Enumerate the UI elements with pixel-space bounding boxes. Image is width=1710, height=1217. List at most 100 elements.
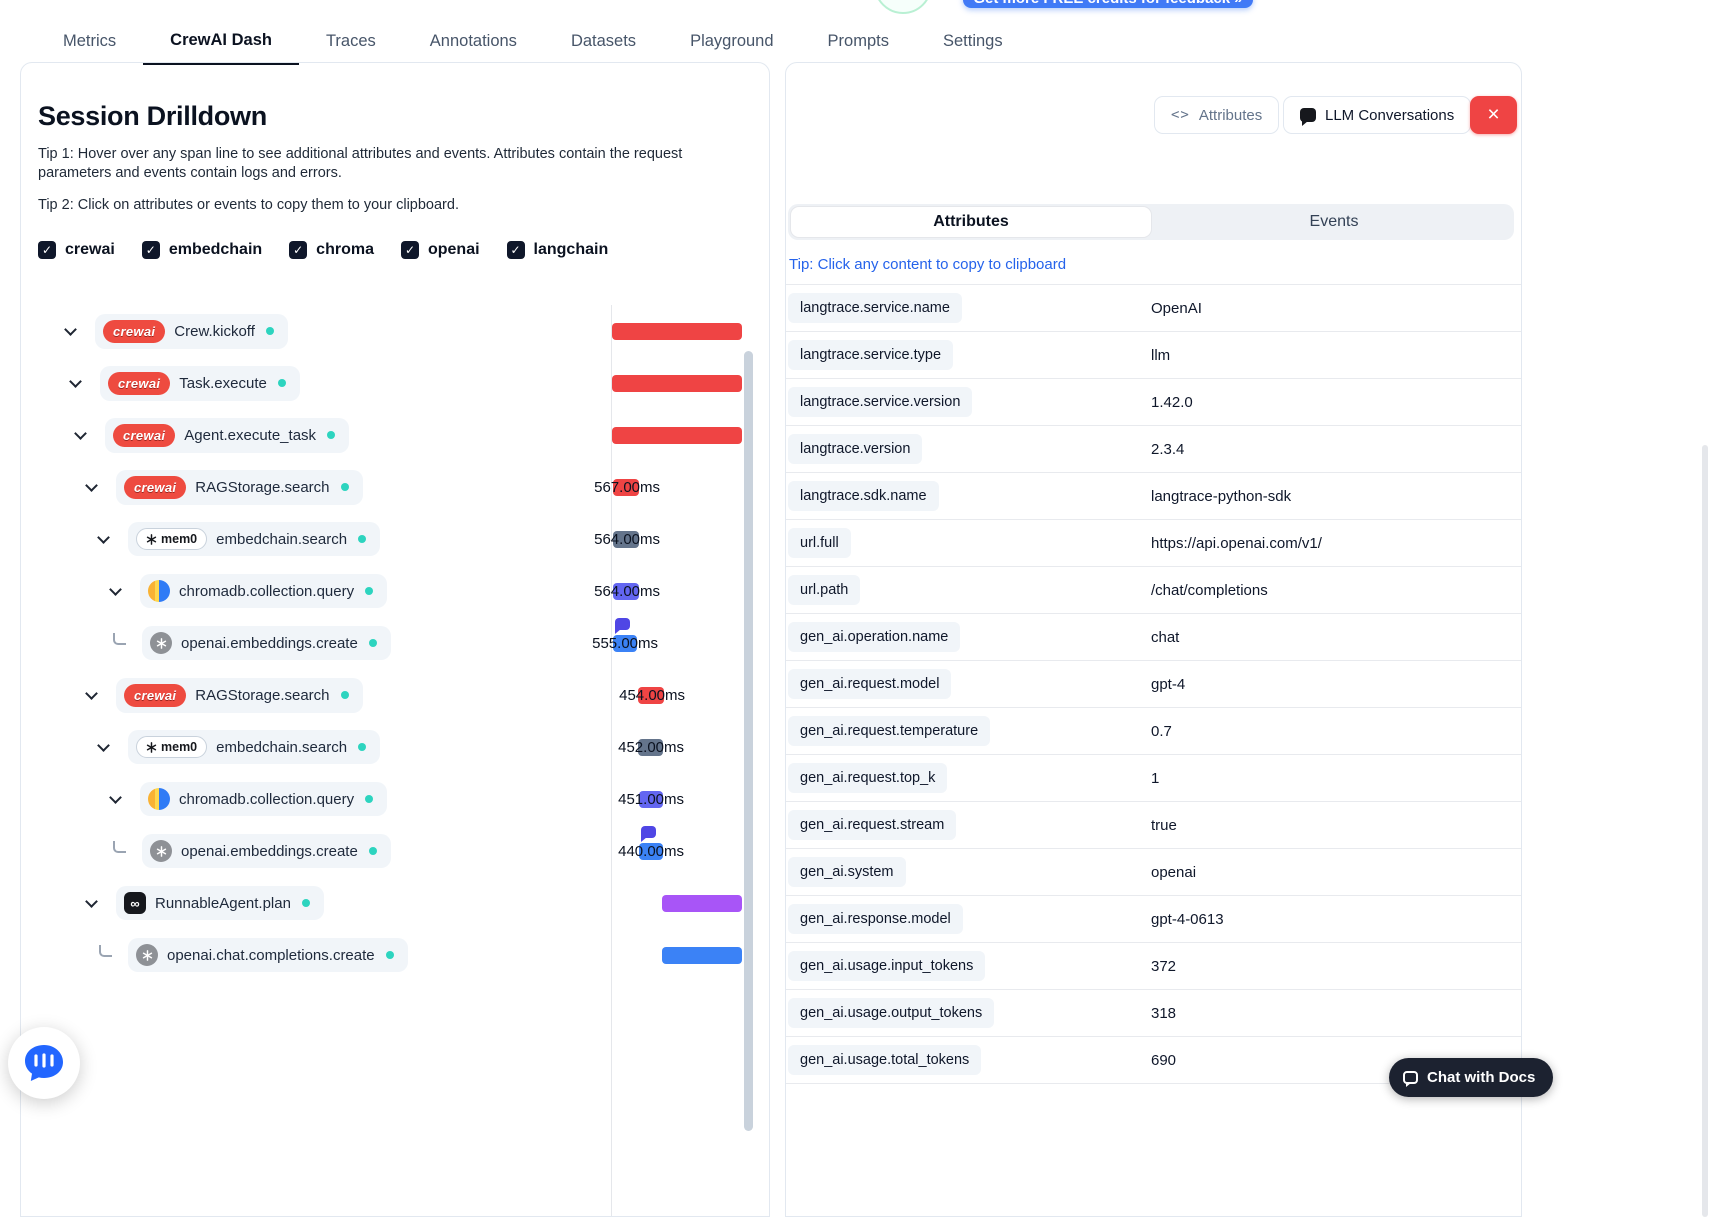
attribute-key[interactable]: langtrace.service.version (788, 387, 973, 417)
checkbox-checked-icon[interactable]: ✓ (289, 240, 308, 259)
attribute-key[interactable]: url.path (788, 575, 861, 605)
filter-langchain[interactable]: ✓ langchain (506, 240, 608, 259)
attribute-value[interactable]: 372 (1151, 957, 1177, 975)
attribute-value[interactable]: gpt-4 (1151, 675, 1186, 693)
asterisk-glyph (146, 741, 157, 753)
timeline-bar[interactable] (613, 478, 639, 496)
attribute-key[interactable]: gen_ai.response.model (788, 904, 963, 934)
attribute-key[interactable]: langtrace.service.name (788, 293, 962, 323)
timeline-bar[interactable] (639, 842, 663, 860)
tab-events[interactable]: Events (1309, 213, 1359, 230)
tab-metrics[interactable]: Metrics (36, 31, 143, 65)
attribute-value[interactable]: 1.42.0 (1151, 393, 1193, 411)
chevron-down-icon[interactable] (85, 686, 98, 700)
tab-attributes[interactable]: Attributes (790, 206, 1152, 238)
span-chip[interactable]: crewai RAGStorage.search (116, 677, 363, 713)
timeline-bar[interactable] (662, 894, 742, 912)
chat-with-docs-button[interactable]: Chat with Docs (1389, 1058, 1554, 1097)
attribute-value[interactable]: langtrace-python-sdk (1151, 487, 1292, 505)
filter-crewai[interactable]: ✓ crewai (38, 240, 115, 259)
chevron-down-icon[interactable] (69, 374, 82, 388)
tab-settings[interactable]: Settings (916, 31, 1030, 65)
tree-scrollbar-thumb[interactable] (744, 351, 753, 1131)
attribute-value[interactable]: OpenAI (1151, 299, 1202, 317)
attribute-key[interactable]: gen_ai.usage.input_tokens (788, 951, 986, 981)
checkbox-checked-icon[interactable]: ✓ (141, 240, 160, 259)
chevron-down-icon[interactable] (85, 478, 98, 492)
checkbox-checked-icon[interactable]: ✓ (38, 240, 56, 259)
attribute-value[interactable]: true (1151, 816, 1177, 834)
attribute-value[interactable]: gpt-4-0613 (1151, 910, 1224, 928)
timeline-bar[interactable] (612, 374, 742, 392)
timeline-bar[interactable] (612, 426, 742, 444)
checkbox-checked-icon[interactable]: ✓ (506, 240, 525, 259)
attribute-value[interactable]: llm (1151, 346, 1171, 364)
checkbox-checked-icon[interactable]: ✓ (400, 240, 419, 259)
attribute-value[interactable]: 0.7 (1151, 722, 1172, 740)
attributes-code-button[interactable]: <> Attributes (1154, 96, 1280, 134)
attribute-key[interactable]: gen_ai.request.model (788, 669, 952, 699)
chevron-down-icon[interactable] (97, 738, 110, 752)
attribute-value[interactable]: https://api.openai.com/v1/ (1151, 534, 1322, 552)
attribute-key[interactable]: gen_ai.system (788, 857, 906, 887)
status-dot (358, 743, 367, 751)
timeline-bar[interactable] (612, 322, 742, 340)
tab-datasets[interactable]: Datasets (544, 31, 663, 65)
timeline-bar[interactable] (639, 790, 663, 808)
span-chip[interactable]: ∞ RunnableAgent.plan (116, 886, 324, 920)
attribute-key[interactable]: gen_ai.usage.total_tokens (788, 1045, 982, 1075)
chevron-down-icon[interactable] (109, 582, 122, 596)
tab-crewai-dash[interactable]: CrewAI Dash (143, 31, 299, 65)
span-chip[interactable]: mem0 embedchain.search (128, 522, 381, 556)
chat-widget-button[interactable] (8, 1027, 80, 1099)
timeline-bar[interactable] (638, 738, 663, 756)
span-chip[interactable]: openai.chat.completions.create (128, 938, 408, 972)
chevron-down-icon[interactable] (85, 894, 98, 908)
timeline-bar[interactable] (613, 530, 639, 548)
span-chip[interactable]: openai.embeddings.create (142, 626, 391, 660)
attribute-value[interactable]: chat (1151, 628, 1180, 646)
filter-chroma[interactable]: ✓ chroma (289, 240, 374, 259)
attribute-value[interactable]: 1 (1151, 769, 1160, 787)
filter-embedchain[interactable]: ✓ embedchain (141, 240, 262, 259)
attribute-value[interactable]: 318 (1151, 1004, 1177, 1022)
timeline-bar[interactable] (662, 946, 742, 964)
span-chip[interactable]: crewai Task.execute (100, 365, 300, 401)
tab-prompts[interactable]: Prompts (801, 31, 916, 65)
span-chip[interactable]: crewai Agent.execute_task (105, 417, 350, 453)
attribute-value[interactable]: 2.3.4 (1151, 440, 1185, 458)
span-chip[interactable]: crewai RAGStorage.search (116, 469, 363, 505)
attribute-key[interactable]: gen_ai.usage.output_tokens (788, 998, 995, 1028)
span-chip[interactable]: mem0 embedchain.search (128, 730, 381, 764)
credits-button[interactable]: Get more FREE credits for feedback » (963, 0, 1253, 8)
page-scrollbar-thumb[interactable] (1702, 445, 1708, 1217)
attribute-value[interactable]: 690 (1151, 1051, 1177, 1069)
chevron-down-icon[interactable] (74, 426, 87, 440)
timeline-bar[interactable] (638, 686, 664, 704)
timeline-bar[interactable] (613, 634, 637, 652)
tab-annotations[interactable]: Annotations (403, 31, 544, 65)
close-button[interactable]: × (1470, 96, 1517, 134)
chevron-down-icon[interactable] (64, 322, 77, 336)
span-chip[interactable]: chromadb.collection.query (140, 574, 388, 608)
attribute-key[interactable]: langtrace.sdk.name (788, 481, 939, 511)
attribute-value[interactable]: /chat/completions (1151, 581, 1268, 599)
tab-playground[interactable]: Playground (663, 31, 800, 65)
llm-conversations-button[interactable]: LLM Conversations (1283, 96, 1472, 134)
chevron-down-icon[interactable] (109, 790, 122, 804)
attribute-key[interactable]: gen_ai.request.top_k (788, 763, 948, 793)
filter-openai[interactable]: ✓ openai (400, 240, 480, 259)
chevron-down-icon[interactable] (97, 530, 110, 544)
attribute-key[interactable]: langtrace.version (788, 434, 923, 464)
attribute-key[interactable]: gen_ai.operation.name (788, 622, 961, 652)
attribute-value[interactable]: openai (1151, 863, 1197, 881)
span-chip[interactable]: openai.embeddings.create (142, 834, 391, 868)
attribute-key[interactable]: gen_ai.request.temperature (788, 716, 991, 746)
attribute-key[interactable]: langtrace.service.type (788, 340, 954, 370)
attribute-key[interactable]: gen_ai.request.stream (788, 810, 957, 840)
attribute-key[interactable]: url.full (788, 528, 851, 558)
tab-traces[interactable]: Traces (299, 31, 403, 65)
timeline-bar[interactable] (613, 582, 639, 600)
span-chip[interactable]: chromadb.collection.query (140, 782, 388, 816)
span-chip[interactable]: crewai Crew.kickoff (95, 313, 288, 349)
